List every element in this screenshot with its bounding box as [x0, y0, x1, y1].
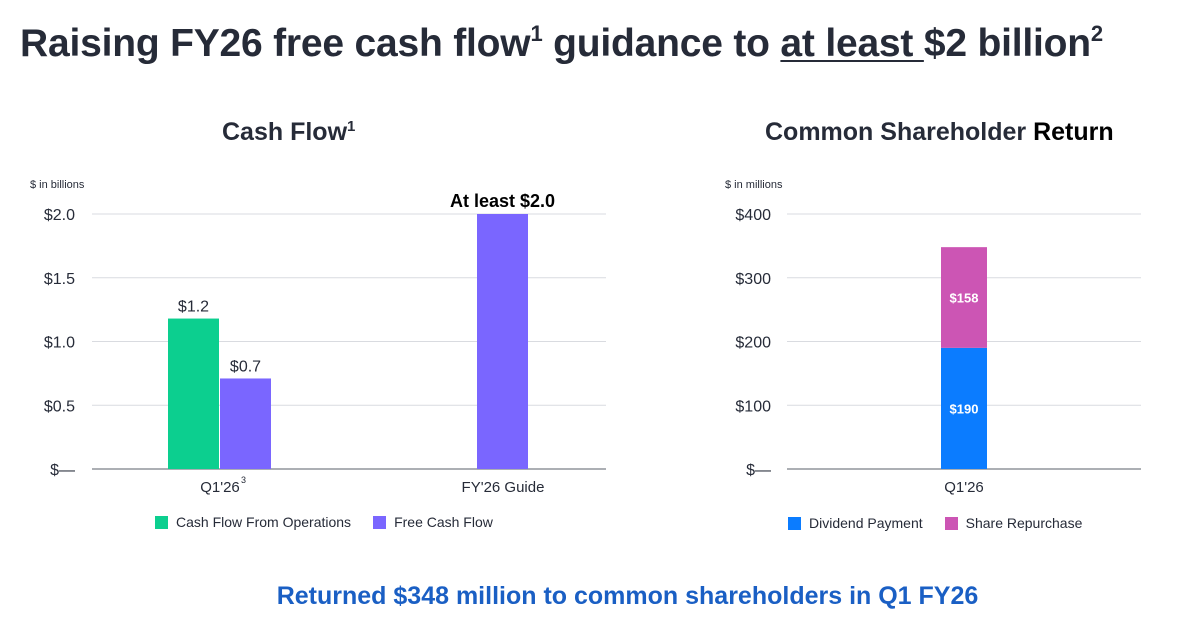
y-tick-label: $200 [735, 335, 771, 352]
legend-swatch [373, 515, 387, 529]
legend-item-cash-flow-from-operations: Cash Flow From Operations [155, 514, 351, 530]
underlined-phrase: at least [780, 22, 924, 65]
legend-item-dividend-payment: Dividend Payment [788, 515, 923, 531]
legend-label: Cash Flow From Operations [176, 514, 352, 530]
y-tick-label: $— [746, 462, 771, 479]
cash-flow-legend: Cash Flow From Operations Free Cash Flow [155, 514, 493, 530]
bar-segment-share-repurchase [941, 247, 987, 348]
x-tick-label: Q1'26 [944, 479, 984, 496]
footnote-marker: 3 [241, 475, 246, 485]
segment-value-label: $190 [950, 401, 979, 416]
y-tick-label: $300 [735, 271, 771, 288]
data-label: $1.2 [178, 299, 209, 316]
legend-item-free-cash-flow: Free Cash Flow [373, 514, 493, 530]
legend-swatch [944, 516, 958, 530]
legend-label: Dividend Payment [809, 515, 923, 531]
legend-item-share-repurchase: Share Repurchase [944, 515, 1083, 531]
bar-free-cash-flow [477, 214, 528, 469]
cash-flow-chart-title: Cash Flow1 [222, 118, 356, 146]
y-tick-label: $— [50, 462, 75, 479]
legend-label: Free Cash Flow [394, 514, 493, 530]
y-tick-label: $0.5 [44, 398, 75, 415]
page-headline: Raising FY26 free cash flow1 guidance to… [20, 21, 1103, 65]
y-tick-label: $1.5 [44, 271, 75, 288]
data-label: At least $2.0 [450, 191, 555, 211]
y-tick-label: $400 [735, 207, 771, 224]
legend-label: Share Repurchase [965, 515, 1083, 531]
bar-free-cash-flow [220, 378, 271, 469]
y-tick-label: $100 [735, 398, 771, 415]
shareholder-return-chart-title: Common Shareholder Return [765, 118, 1114, 146]
y-tick-label: $1.0 [44, 335, 75, 352]
bar-cash-flow-from-operations [168, 318, 219, 469]
shareholder-return-legend: Dividend Payment Share Repurchase [788, 515, 1082, 531]
segment-value-label: $158 [950, 291, 979, 306]
footer-summary: Returned $348 million to common sharehol… [276, 582, 979, 610]
cash-flow-units-label: $ in billions [30, 179, 85, 191]
data-label: $0.7 [230, 358, 261, 375]
x-tick-label: FY'26 Guide [462, 479, 545, 496]
shareholder-return-units-label: $ in millions [725, 179, 783, 191]
bar-segment-dividend-payment [941, 347, 987, 469]
legend-swatch [155, 515, 168, 529]
y-tick-label: $2.0 [44, 207, 75, 224]
x-tick-label: Q1'26 [200, 479, 240, 496]
legend-swatch [788, 516, 801, 530]
